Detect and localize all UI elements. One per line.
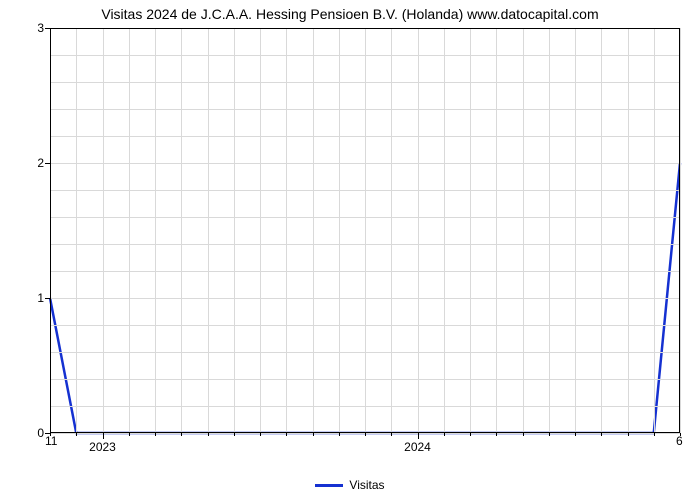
x-minor-tick-mark xyxy=(313,433,314,436)
x-minor-tick-mark xyxy=(76,433,77,436)
x-minor-tick-mark xyxy=(339,433,340,436)
x-edge-right-label: 6 xyxy=(676,434,683,448)
x-minor-tick-mark xyxy=(575,433,576,436)
y-tick-mark xyxy=(45,28,50,29)
grid-line-h xyxy=(50,82,680,83)
grid-line-v xyxy=(444,28,445,433)
y-tick-label: 2 xyxy=(37,156,44,170)
grid-line-v xyxy=(365,28,366,433)
y-tick-mark xyxy=(45,163,50,164)
x-minor-tick-mark xyxy=(181,433,182,436)
x-minor-tick-mark xyxy=(234,433,235,436)
x-minor-tick-mark xyxy=(496,433,497,436)
plot-area xyxy=(50,28,680,433)
x-tick-label: 2024 xyxy=(404,440,431,454)
axis-line-top xyxy=(50,28,680,29)
x-minor-tick-mark xyxy=(155,433,156,436)
x-minor-tick-mark xyxy=(470,433,471,436)
grid-line-v xyxy=(470,28,471,433)
grid-line-h xyxy=(50,55,680,56)
grid-line-h xyxy=(50,298,680,299)
grid-line-h xyxy=(50,163,680,164)
grid-line-h xyxy=(50,109,680,110)
grid-line-v xyxy=(260,28,261,433)
x-minor-tick-mark xyxy=(523,433,524,436)
grid-line-v xyxy=(391,28,392,433)
grid-line-h xyxy=(50,217,680,218)
grid-line-h xyxy=(50,325,680,326)
grid-line-v xyxy=(549,28,550,433)
grid-line-h xyxy=(50,271,680,272)
x-minor-tick-mark xyxy=(208,433,209,436)
legend-label: Visitas xyxy=(349,478,384,492)
y-tick-mark xyxy=(45,298,50,299)
legend: Visitas xyxy=(0,478,700,492)
grid-line-v xyxy=(628,28,629,433)
grid-line-v xyxy=(208,28,209,433)
grid-line-v xyxy=(313,28,314,433)
x-minor-tick-mark xyxy=(365,433,366,436)
y-tick-label: 1 xyxy=(37,291,44,305)
grid-line-v xyxy=(680,28,681,433)
chart-title: Visitas 2024 de J.C.A.A. Hessing Pensioe… xyxy=(0,6,700,22)
grid-line-v xyxy=(339,28,340,433)
x-minor-tick-mark xyxy=(129,433,130,436)
x-minor-tick-mark xyxy=(260,433,261,436)
x-edge-left-label: 11 xyxy=(45,434,57,448)
grid-line-h xyxy=(50,136,680,137)
grid-line-v xyxy=(575,28,576,433)
grid-line-v xyxy=(418,28,419,433)
grid-line-v xyxy=(129,28,130,433)
x-minor-tick-mark xyxy=(286,433,287,436)
grid-line-v xyxy=(234,28,235,433)
grid-line-v xyxy=(155,28,156,433)
grid-line-h xyxy=(50,352,680,353)
grid-line-v xyxy=(103,28,104,433)
x-minor-tick-mark xyxy=(628,433,629,436)
y-tick-label: 3 xyxy=(37,21,44,35)
legend-swatch xyxy=(315,484,343,487)
grid-line-v xyxy=(286,28,287,433)
grid-line-v xyxy=(496,28,497,433)
x-minor-tick-mark xyxy=(418,433,419,436)
grid-line-h xyxy=(50,190,680,191)
x-minor-tick-mark xyxy=(654,433,655,436)
x-minor-tick-mark xyxy=(391,433,392,436)
axis-line-right xyxy=(679,28,680,433)
x-tick-label: 2023 xyxy=(89,440,116,454)
grid-line-v xyxy=(181,28,182,433)
grid-line-h xyxy=(50,244,680,245)
grid-line-h xyxy=(50,406,680,407)
x-minor-tick-mark xyxy=(549,433,550,436)
grid-line-v xyxy=(654,28,655,433)
grid-line-v xyxy=(601,28,602,433)
y-tick-label: 0 xyxy=(37,426,44,440)
x-minor-tick-mark xyxy=(444,433,445,436)
grid-line-v xyxy=(523,28,524,433)
grid-line-h xyxy=(50,379,680,380)
axis-line-left xyxy=(50,28,51,433)
grid-line-v xyxy=(76,28,77,433)
x-minor-tick-mark xyxy=(601,433,602,436)
x-minor-tick-mark xyxy=(103,433,104,436)
